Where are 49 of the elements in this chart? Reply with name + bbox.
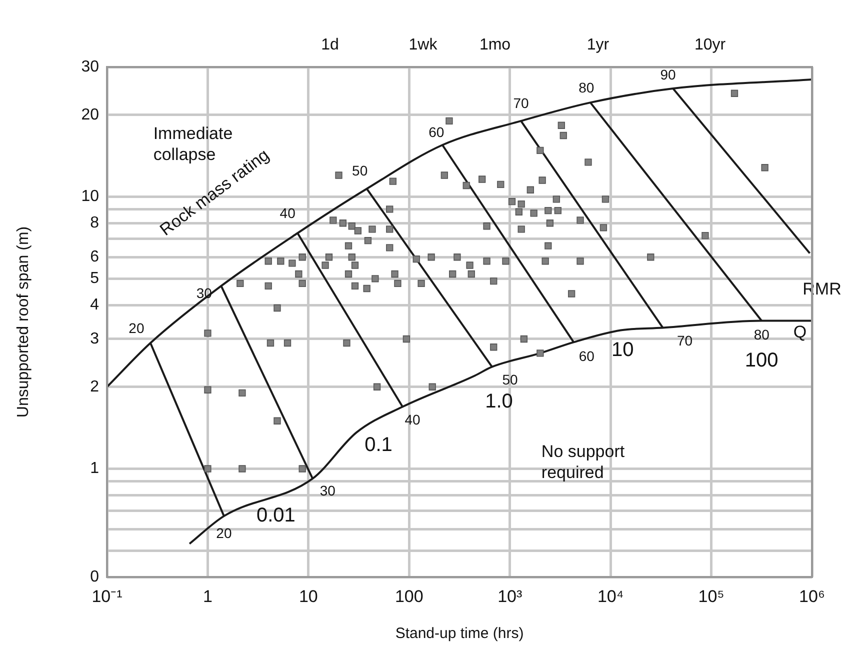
annotation: 40 [280,205,296,221]
annotation: 60 [578,348,595,364]
x-tick-label: 10⁵ [698,586,724,606]
x-axis-title: Stand-up time (hrs) [395,625,524,642]
annotation: No support required [541,442,625,482]
annotation: 20 [216,524,232,541]
x-tick-label: 1 [202,586,212,606]
text: 1d [321,36,339,54]
text: 1wk [408,36,438,54]
x-tick-label: 10⁶ [799,586,825,606]
annotation: 30 [320,482,336,498]
annotation: 50 [502,372,518,388]
annotation: 70 [677,332,693,349]
annotation: 70 [513,94,529,111]
y-tick-label: 30 [81,58,100,76]
y-tick-label: 6 [90,248,100,266]
x-tick-label: 10 [298,586,318,606]
y-tick-label: 5 [90,270,100,288]
annotation: 0.1 [364,434,392,456]
y-tick-label: 10 [81,188,100,206]
annotation: 60 [428,124,444,140]
annotation: 10 [612,338,634,361]
text: 1yr [586,36,610,54]
y-tick-label: 8 [90,214,100,232]
annotation: 40 [404,412,421,428]
annotation: 30 [196,284,212,301]
y-tick-label: 2 [90,378,100,396]
annotation: 1.0 [485,390,513,412]
y-axis-title: Unsupported roof span (m) [15,226,32,418]
x-tick-label: 100 [394,586,424,606]
text: 10yr [694,36,726,54]
annotation: 20 [128,320,144,336]
x-tick-label: 10⁻¹ [92,586,123,606]
y-tick-label: 20 [81,106,100,124]
y-tick-label: 3 [90,330,100,348]
annotation: 0.01 [256,504,296,527]
annotation: Immediate collapse [153,124,233,164]
annotation: Q [793,322,807,342]
x-tick-label: 10³ [498,586,522,606]
annotation: 50 [352,162,368,179]
text: 1mo [479,36,511,54]
y-tick-label: 0 [90,568,100,586]
annotation: 80 [754,326,770,343]
annotation: 80 [578,79,594,96]
annotation: 100 [744,349,778,372]
annotation: 90 [660,66,676,82]
x-tick-label: 10⁴ [597,586,624,606]
y-tick-label: 4 [90,296,100,314]
y-tick-label: 1 [90,460,100,478]
